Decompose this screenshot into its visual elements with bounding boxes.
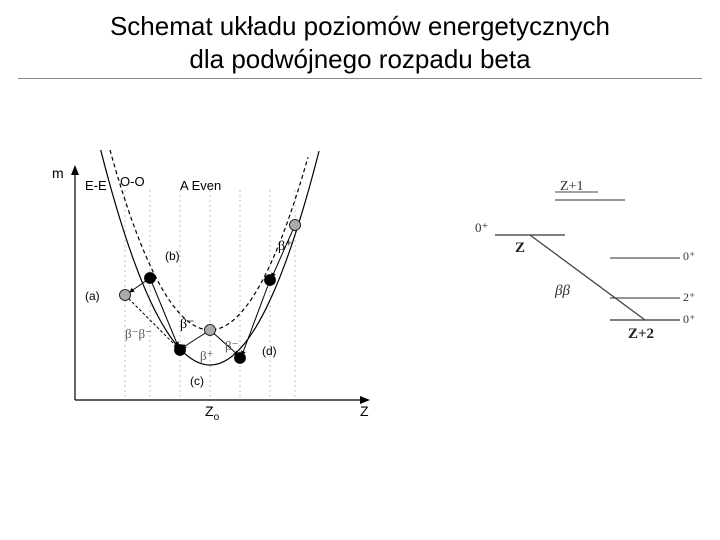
label-z2: Z+2 (628, 326, 654, 342)
decay-diagonal (530, 235, 645, 320)
slide: Schemat układu poziomów energetycznych d… (0, 0, 720, 540)
legend-oo: O-O (120, 174, 145, 189)
right-svg: Z+1 0⁺ Z 0⁺ 2⁺ 0⁺ Z+2 ββ (470, 170, 700, 370)
label-b-plus-low: β⁺ (200, 348, 213, 363)
state-z2-0p-hi: 0⁺ (683, 249, 695, 263)
title-line-2: dla podwójnego rozpadu beta (189, 44, 530, 74)
slide-title: Schemat układu poziomów energetycznych d… (0, 10, 720, 75)
label-z1: Z+1 (560, 179, 583, 194)
label-z0: Zo (205, 403, 220, 423)
title-line-1: Schemat układu poziomów energetycznych (110, 11, 610, 41)
left-svg: m Z E-E O-O A Even (a) (b) (c) (d) β⁻β⁻ (30, 150, 390, 430)
legend-a-even: A Even (180, 178, 221, 193)
label-z: Z (515, 240, 525, 256)
x-axis-label: Z (360, 403, 369, 419)
label-b-minus-low: β⁻ (225, 338, 238, 353)
label-b: (b) (165, 249, 180, 263)
label-c: (c) (190, 374, 204, 388)
legend-ee: E-E (85, 178, 107, 193)
label-b-plus-right: β⁺ (278, 239, 293, 254)
state-z2-2p: 2⁺ (683, 290, 695, 304)
label-d: (d) (262, 344, 277, 358)
state-z: 0⁺ (475, 220, 488, 235)
z-grid-lines (125, 190, 295, 400)
y-axis-label: m (52, 165, 64, 181)
label-a: (a) (85, 289, 100, 303)
state-z2-0p-lo: 0⁺ (683, 312, 695, 326)
label-b-minus: β⁻ (180, 317, 195, 332)
y-axis-arrow (71, 165, 79, 175)
label-bb: ββ (554, 283, 570, 299)
left-figure: m Z E-E O-O A Even (a) (b) (c) (d) β⁻β⁻ (30, 150, 390, 430)
label-bb-minus: β⁻β⁻ (125, 326, 152, 341)
right-figure: Z+1 0⁺ Z 0⁺ 2⁺ 0⁺ Z+2 ββ (470, 170, 700, 400)
